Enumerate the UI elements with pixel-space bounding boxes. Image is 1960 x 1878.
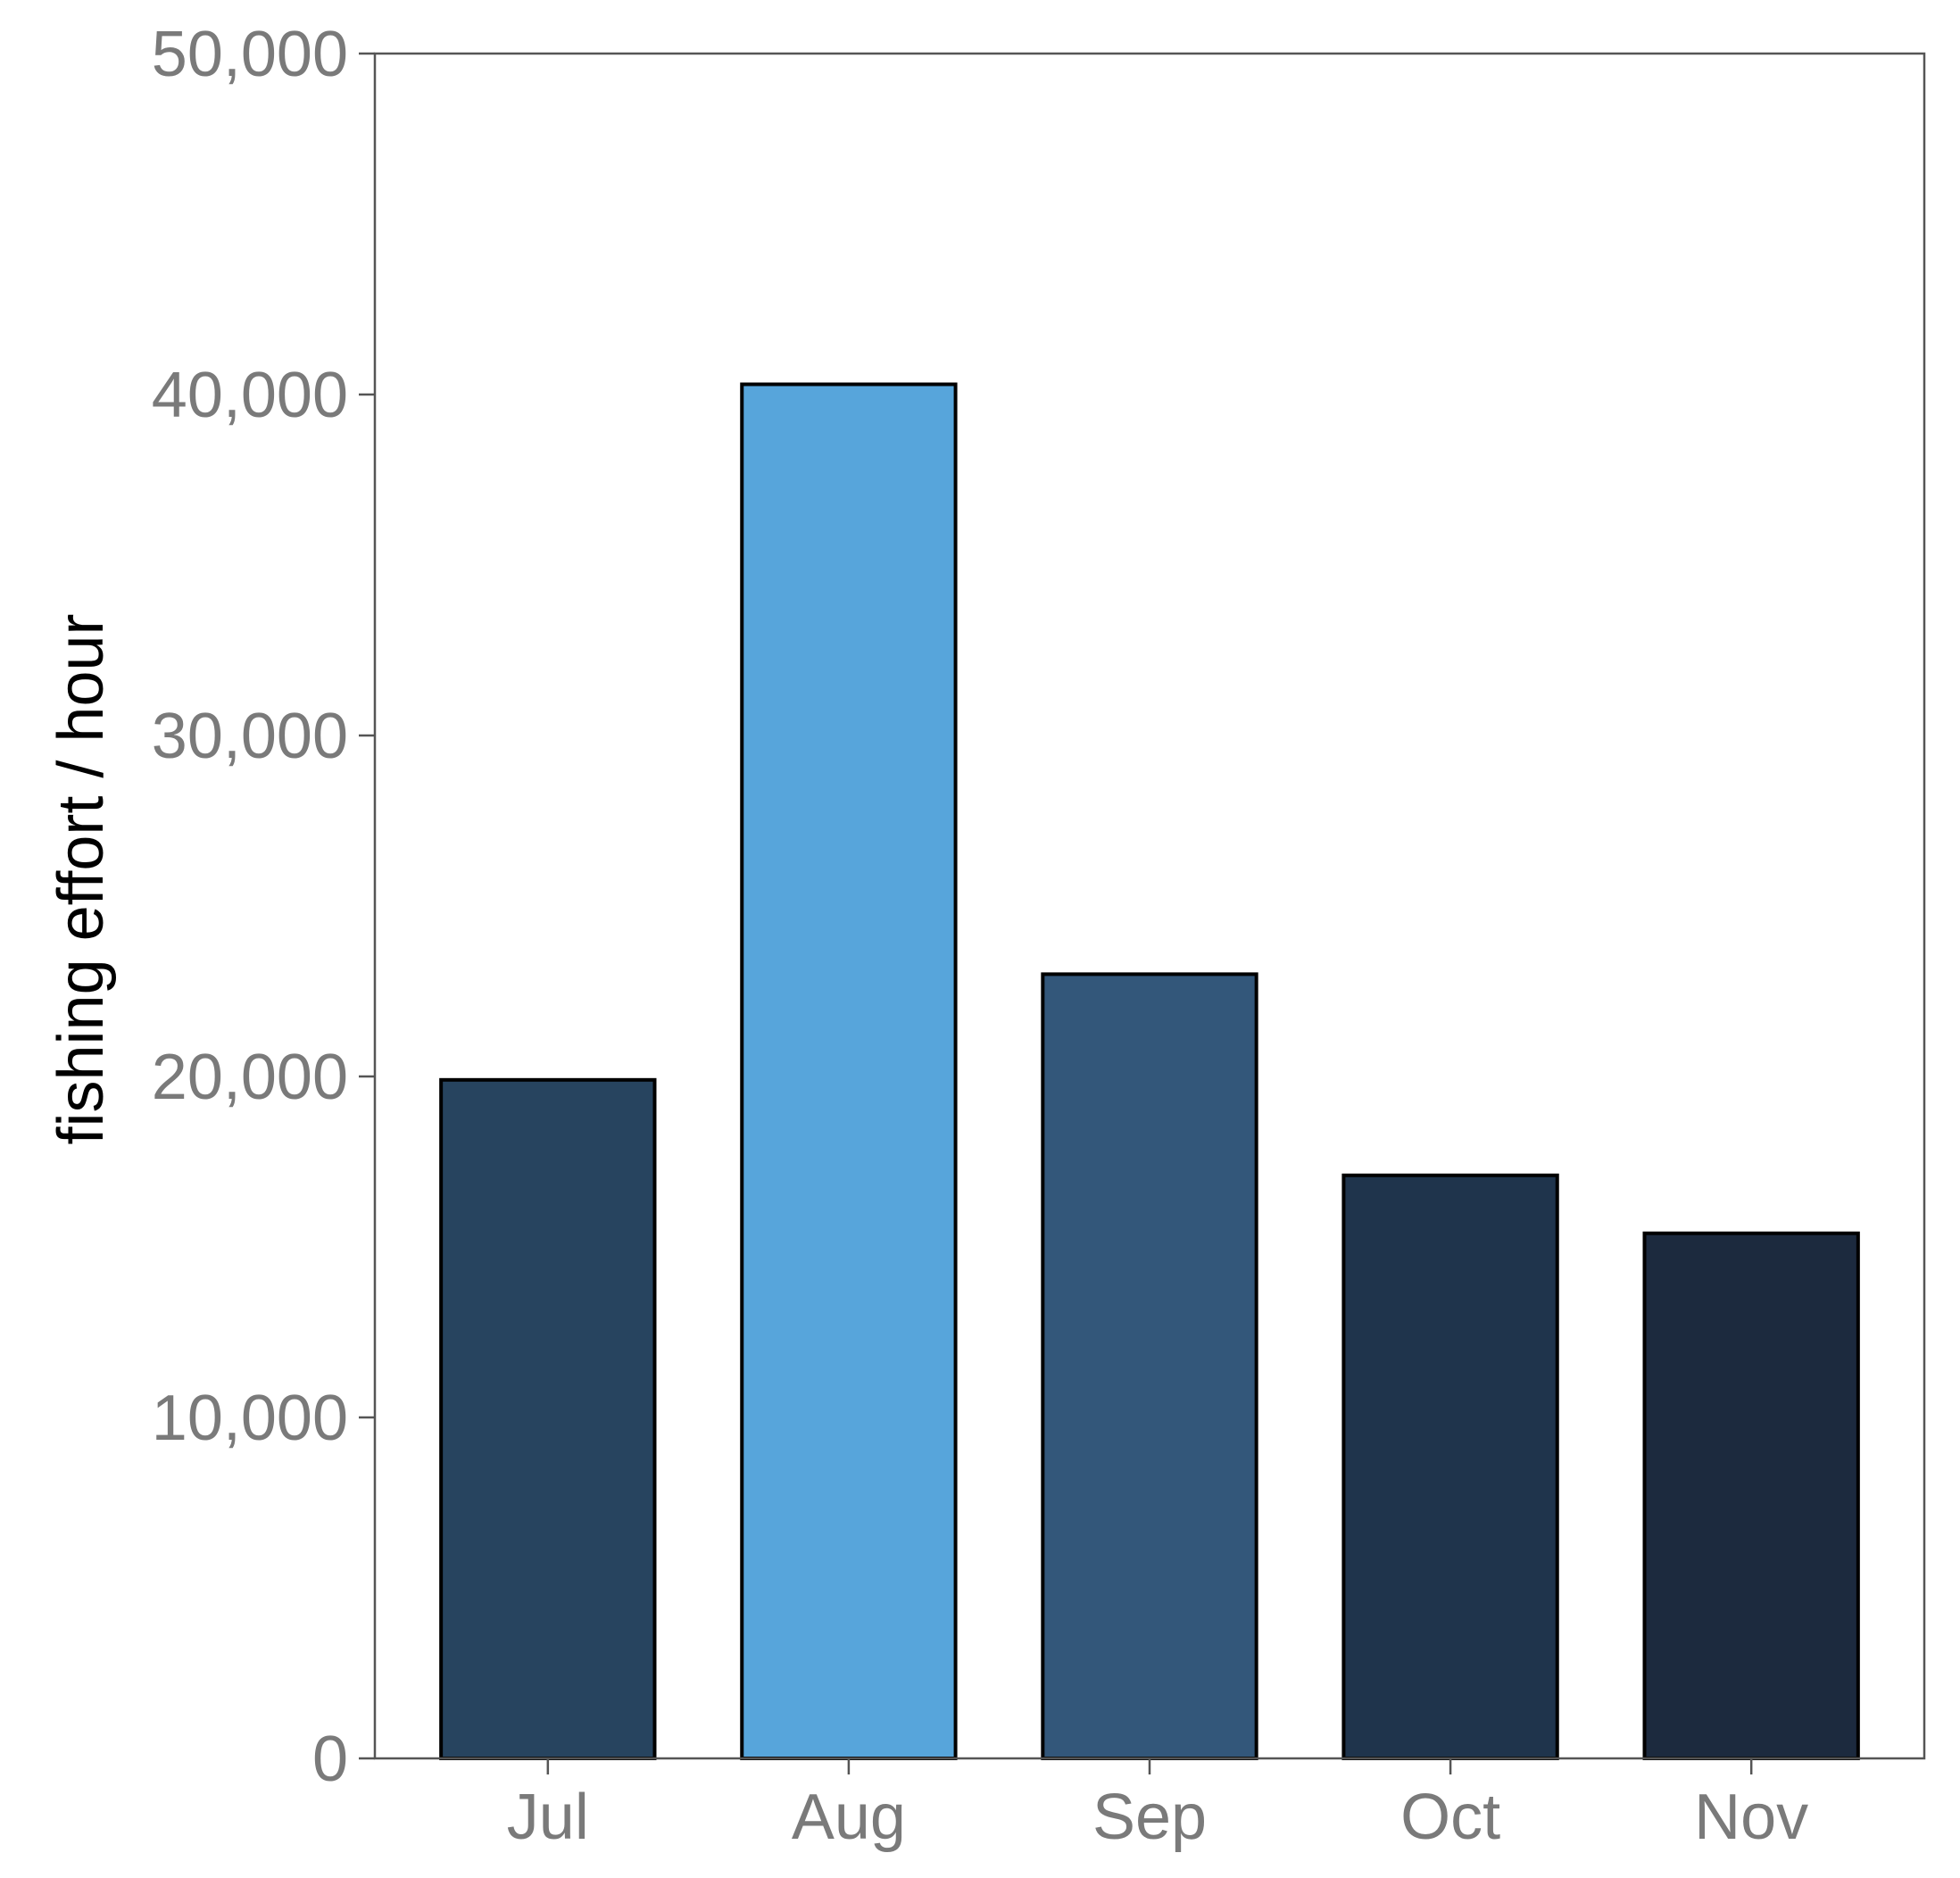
y-axis: 0 10,000 20,000 30,000 40,000 50,000 xyxy=(152,19,375,1795)
bar-sep xyxy=(1041,972,1258,1760)
x-tick-label: Sep xyxy=(1092,1782,1207,1853)
plot-frame xyxy=(373,52,1926,1760)
y-tick-label: 20,000 xyxy=(152,1042,348,1113)
y-tick-label: 40,000 xyxy=(152,360,348,431)
bar-oct xyxy=(1341,1173,1559,1760)
bars-group xyxy=(439,382,1860,1760)
bar-aug xyxy=(740,382,958,1760)
bar-nov xyxy=(1642,1231,1860,1760)
x-tick-label: Nov xyxy=(1694,1782,1808,1853)
x-tick-label: Aug xyxy=(792,1782,906,1853)
x-tick-label: Oct xyxy=(1400,1782,1500,1853)
x-tick-label: Jul xyxy=(507,1782,589,1853)
bar-jul xyxy=(439,1077,657,1760)
y-tick-label: 30,000 xyxy=(152,701,348,772)
y-axis-title: fishing effort / hour xyxy=(46,613,117,1144)
y-tick-label: 10,000 xyxy=(152,1383,348,1454)
y-tick-label: 50,000 xyxy=(152,19,348,90)
y-tick-label: 0 xyxy=(312,1724,348,1795)
x-axis: Jul Aug Sep Oct Nov xyxy=(507,1758,1808,1853)
